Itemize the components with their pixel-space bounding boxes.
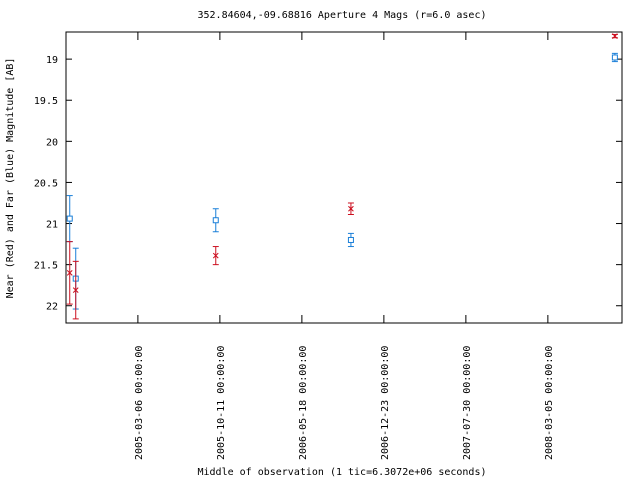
y-tick-label: 21.5 — [34, 261, 58, 272]
error-bar — [612, 33, 618, 39]
x-tick-label: 2008-03-05 00:00:00 — [544, 346, 555, 460]
error-point — [212, 246, 219, 266]
error-point — [347, 232, 354, 248]
x-tick-label: 2006-12-23 00:00:00 — [380, 346, 391, 460]
y-tick-label: 21 — [46, 220, 58, 231]
y-tick-label: 19.5 — [34, 96, 58, 107]
marker — [66, 215, 73, 222]
error-point — [212, 208, 219, 233]
error-point — [72, 260, 79, 320]
y-axis-label: Near (Red) and Far (Blue) Magnitude [AB] — [5, 58, 16, 299]
x-axis-label: Middle of observation (1 tic=6.3072e+06 … — [198, 467, 487, 478]
y-tick-label: 22 — [46, 302, 58, 313]
error-point — [347, 202, 354, 215]
y-tick-label: 20.5 — [34, 178, 58, 189]
x-tick-label: 2005-03-06 00:00:00 — [134, 346, 145, 460]
chart-title: 352.84604,-09.68816 Aperture 4 Mags (r=6… — [198, 10, 487, 21]
y-tick-label: 20 — [46, 137, 58, 148]
error-bar — [72, 287, 79, 293]
marker — [611, 54, 618, 61]
x-tick-label: 2007-07-30 00:00:00 — [462, 346, 473, 460]
plot-frame — [65, 31, 623, 324]
error-bar — [66, 270, 73, 276]
x-tick-label: 2006-05-18 00:00:00 — [298, 346, 309, 460]
marker — [347, 236, 354, 243]
error-point — [611, 52, 618, 63]
error-bar — [348, 205, 354, 212]
error-point — [611, 33, 618, 39]
y-tick-label: 19 — [46, 55, 58, 66]
marker — [212, 217, 219, 224]
error-bar — [212, 252, 219, 259]
error-point — [66, 241, 73, 305]
x-tick-label: 2005-10-11 00:00:00 — [216, 346, 227, 460]
